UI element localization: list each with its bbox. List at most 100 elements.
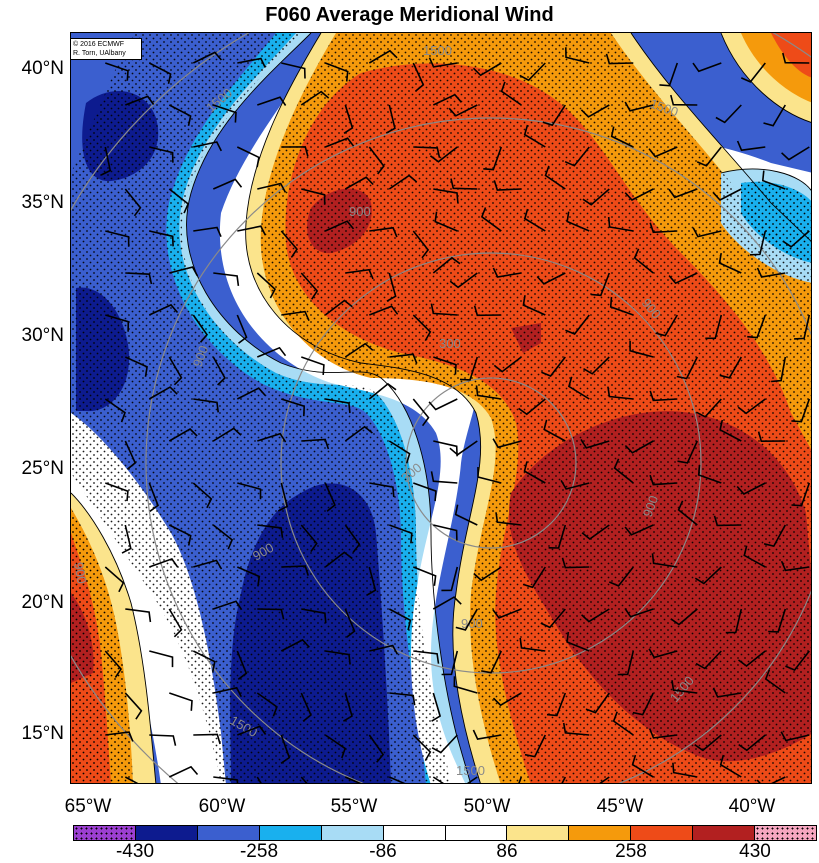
wind-barb — [104, 650, 123, 678]
wind-barb — [236, 146, 260, 168]
wind-barb — [500, 81, 522, 106]
wind-barb — [368, 146, 385, 175]
wind-barb — [280, 638, 310, 652]
wind-barb — [369, 644, 399, 655]
wind-barb — [388, 608, 412, 631]
wind-barb — [705, 314, 723, 340]
wind-barb — [560, 479, 590, 490]
wind-barb — [301, 438, 330, 450]
wind-barb — [719, 356, 742, 379]
wind-barb — [280, 230, 299, 258]
wind-barb — [432, 776, 444, 783]
wind-barb — [169, 692, 193, 711]
wind-barb — [677, 500, 698, 526]
wind-barb — [413, 650, 440, 664]
wind-barb — [149, 230, 174, 247]
wind-barb — [648, 648, 678, 659]
wind-barb — [149, 734, 177, 746]
wind-barb — [454, 504, 478, 526]
wind-barb — [624, 188, 654, 201]
lon-label: 60°W — [198, 796, 246, 817]
wind-barb — [782, 52, 810, 64]
wind-barb — [212, 524, 234, 550]
wind-barb — [168, 188, 190, 214]
wind-barb — [192, 314, 209, 343]
wind-barb — [344, 776, 362, 783]
wind-barb — [301, 608, 327, 624]
wind-barb — [546, 692, 567, 717]
contour-label: 900 — [640, 494, 662, 520]
wind-barb — [431, 692, 442, 722]
wind-barb — [212, 356, 226, 386]
wind-barb — [344, 524, 361, 553]
wind-barb — [413, 566, 437, 586]
wind-barb — [124, 188, 142, 217]
colorbar-swatch — [569, 826, 632, 840]
wind-barb — [610, 126, 634, 148]
wind-barb — [713, 515, 742, 527]
map-title: F060 Average Meridional Wind — [265, 4, 554, 26]
wind-barb — [148, 62, 172, 84]
wind-barb — [124, 356, 148, 377]
wind-barb — [434, 211, 458, 232]
wind-barb — [168, 104, 192, 126]
wind-barb — [148, 482, 159, 512]
wind-barb — [738, 650, 766, 668]
wind-barb — [388, 174, 418, 190]
wind-barb — [523, 208, 546, 232]
wind-barb — [633, 248, 654, 274]
wind-barb — [257, 432, 287, 443]
wind-barb — [413, 146, 441, 158]
wind-barb — [388, 440, 411, 464]
colorbar — [73, 825, 817, 841]
wind-barb — [480, 207, 502, 232]
wind-barb — [580, 104, 610, 118]
wind-barb — [455, 608, 478, 631]
wind-barb — [149, 146, 174, 163]
contour-label: 900 — [190, 344, 212, 370]
wind-barb — [236, 387, 266, 400]
wind-barb — [192, 51, 223, 64]
wind-barb — [651, 553, 678, 568]
wind-barb — [441, 566, 459, 592]
wind-barb — [428, 57, 458, 68]
wind-barb — [670, 608, 698, 626]
wind-barb — [608, 566, 634, 587]
wind-barb — [449, 272, 478, 289]
wind-barb — [607, 386, 634, 400]
wind-barb — [536, 272, 566, 285]
wind-barb — [450, 178, 478, 190]
colorbar-swatch — [755, 826, 817, 840]
wind-barb — [761, 170, 786, 190]
wind-barb — [105, 314, 130, 332]
wind-barb — [492, 608, 522, 619]
wind-barb — [738, 734, 766, 752]
wind-barb — [655, 314, 678, 337]
colorbar-swatch — [507, 826, 570, 840]
wind-barb — [544, 165, 566, 190]
wind-barb — [389, 692, 416, 706]
contour-label: 1500 — [423, 43, 452, 58]
wind-barb — [193, 141, 223, 152]
wind-barb — [124, 776, 139, 783]
wind-barb — [668, 188, 698, 199]
wind-barb — [148, 303, 179, 316]
wind-barb — [493, 180, 522, 191]
wind-barb — [609, 296, 634, 316]
wind-barb — [599, 776, 610, 783]
wind-barb — [193, 226, 222, 238]
wind-barb — [756, 776, 786, 783]
wind-barb — [523, 124, 546, 148]
credit-box: © 2016 ECMWF R. Torn, UAlbany — [70, 38, 142, 60]
wind-barb — [105, 482, 129, 502]
wind-barb — [472, 729, 502, 740]
wind-barb — [522, 295, 546, 316]
wind-barb — [719, 419, 742, 442]
wind-barb — [193, 559, 223, 570]
wind-barb — [522, 566, 546, 589]
wind-barb — [369, 305, 399, 316]
wind-barb — [781, 146, 810, 161]
contour-label: 300 — [439, 336, 461, 351]
wind-barb — [692, 227, 722, 238]
wind-barb — [648, 728, 678, 739]
